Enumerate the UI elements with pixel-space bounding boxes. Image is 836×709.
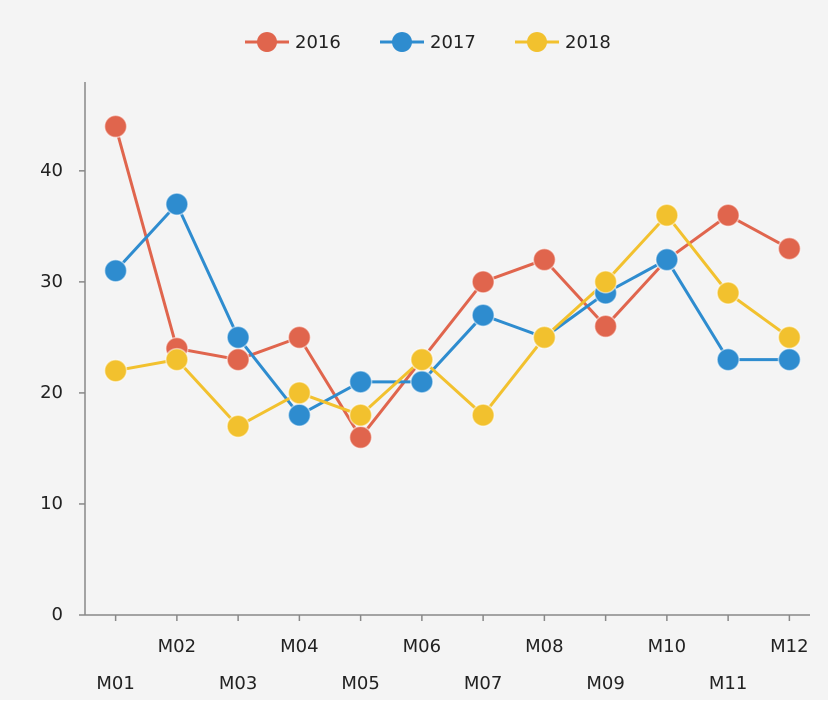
legend-marker (257, 32, 277, 52)
data-point (226, 325, 250, 350)
x-tick-label: M11 (709, 673, 747, 694)
legend-label: 2017 (430, 32, 476, 53)
data-point (103, 114, 128, 139)
x-tick-label: M02 (158, 636, 196, 657)
x-tick-label: M12 (770, 636, 808, 657)
data-point (348, 403, 373, 427)
legend-label: 2016 (295, 32, 341, 53)
legend-marker (392, 32, 412, 52)
series-line (114, 201, 790, 418)
x-tick-label: M10 (648, 636, 686, 657)
data-point (777, 236, 802, 261)
data-point (593, 314, 618, 339)
x-tick-label: M04 (280, 636, 318, 657)
data-point (165, 347, 189, 372)
data-point (716, 281, 740, 305)
legend-label: 2018 (565, 32, 611, 53)
x-tick-label: M05 (341, 673, 379, 694)
x-tick-label: M01 (96, 673, 134, 694)
data-point (655, 203, 679, 227)
legend-marker (527, 32, 547, 52)
data-point (103, 259, 128, 283)
data-point (287, 403, 312, 427)
y-tick-label: 30 (40, 271, 63, 292)
data-point (593, 270, 618, 294)
data-point (410, 370, 434, 394)
x-tick-label: M03 (219, 673, 257, 694)
data-point (226, 347, 250, 372)
y-tick-label: 0 (52, 604, 63, 625)
y-tick-label: 20 (40, 382, 63, 403)
data-point (103, 358, 128, 383)
data-point (777, 347, 802, 372)
data-point (410, 347, 434, 372)
x-tick-label: M06 (403, 636, 441, 657)
data-point (165, 192, 189, 216)
data-point (287, 381, 312, 405)
x-tick-label: M08 (525, 636, 563, 657)
data-point (471, 270, 495, 294)
data-point (532, 325, 557, 350)
y-tick-label: 40 (40, 160, 63, 181)
data-point (348, 370, 373, 394)
series-line (115, 212, 791, 429)
data-point (777, 325, 802, 350)
data-point (471, 403, 495, 427)
data-point (655, 247, 679, 272)
data-point (348, 425, 373, 450)
x-tick-label: M07 (464, 673, 502, 694)
data-point (532, 247, 557, 272)
chart-background (0, 0, 828, 700)
data-point (716, 203, 740, 227)
data-point (471, 303, 495, 327)
y-tick-label: 10 (40, 493, 63, 514)
x-tick-label: M09 (586, 673, 624, 694)
data-point (226, 414, 250, 438)
data-point (716, 347, 740, 372)
data-point (287, 325, 312, 350)
